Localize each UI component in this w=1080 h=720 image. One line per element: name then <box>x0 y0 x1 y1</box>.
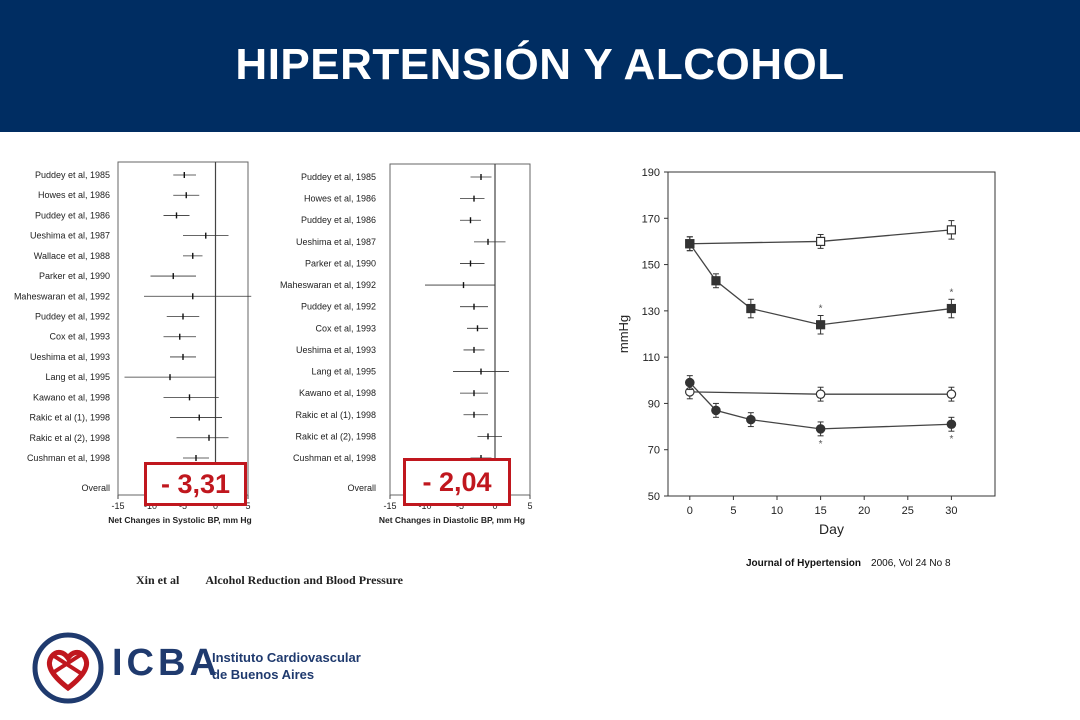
data-point-open-square <box>816 236 826 247</box>
data-point-filled-square <box>946 303 956 314</box>
data-point-filled-circle <box>946 419 957 430</box>
systolic-x-axis-label: Net Changes in Systolic BP, mm Hg <box>108 515 251 525</box>
systolic-study-label: Howes et al, 1986 <box>38 190 110 200</box>
systolic-study-label: Rakic et al (1), 1998 <box>29 413 110 423</box>
y-tick-label: 50 <box>648 491 660 503</box>
data-point-open-circle <box>946 389 957 399</box>
data-point-filled-square <box>711 276 721 286</box>
diastolic-study-label: Kawano et al, 1998 <box>299 388 376 398</box>
caption-journal-issue: 2006, Vol 24 No 8 <box>871 558 951 569</box>
x-tick-label: 5 <box>730 505 736 517</box>
logo-name-line2: de Buenos Aires <box>212 667 315 682</box>
systolic-study-label: Puddey et al, 1986 <box>35 210 110 220</box>
systolic-study-label: Rakic et al (2), 1998 <box>29 433 110 443</box>
slide-title: HIPERTENSIÓN Y ALCOHOL <box>235 40 845 89</box>
systolic-study-label: Kawano et al, 1998 <box>33 392 110 402</box>
icba-heart-logo-icon <box>32 632 104 704</box>
diastolic-x-axis-label: Net Changes in Diastolic BP, mm Hg <box>379 515 525 525</box>
diastolic-x-tick-label: 5 <box>527 501 532 511</box>
diastolic-x-tick-label: -15 <box>383 501 396 511</box>
diastolic-study-label: Ueshima et al, 1993 <box>296 345 376 355</box>
diastolic-study-label: Cushman et al, 1998 <box>293 453 376 463</box>
diastolic-study-label: Parker et al, 1990 <box>305 258 376 268</box>
logo-name-line1: Instituto Cardiovascular <box>212 650 361 665</box>
y-tick-label: 190 <box>642 167 660 179</box>
data-point-open-square <box>946 225 956 235</box>
systolic-study-label: Lang et al, 1995 <box>45 372 110 382</box>
bp-over-days-chart: 50 70 90 110 130 150 170 190 0 5 10 15 20 25 30 Day mmHg… <box>616 167 996 537</box>
diastolic-x-tick-label: 0 <box>492 501 497 511</box>
systolic-overall-callout: - 3,31 <box>144 462 247 506</box>
systolic-x-tick-label: -10 <box>144 501 157 511</box>
systolic-study-label: Puddey et al, 1985 <box>35 170 110 180</box>
systolic-study-label: Maheswaran et al, 1992 <box>14 291 110 301</box>
data-point-filled-circle <box>815 424 826 434</box>
slide-header: HIPERTENSIÓN Y ALCOHOL <box>0 0 1080 132</box>
data-point-filled-square <box>685 239 695 249</box>
x-tick-label: 0 <box>687 505 693 517</box>
x-tick-label: 15 <box>814 505 826 517</box>
y-tick-label: 70 <box>648 445 660 457</box>
y-tick-label: 110 <box>642 352 660 364</box>
line-chart-frame <box>667 171 996 497</box>
diastolic-study-label: Rakic et al (2), 1998 <box>295 431 376 441</box>
significance-asterisk: * <box>819 303 823 314</box>
x-axis-label: Day <box>819 521 844 537</box>
diastolic-x-tick-label: -5 <box>456 501 464 511</box>
diastolic-overall-label: Overall <box>347 483 376 493</box>
logo-abbreviation: ICBA <box>112 642 221 684</box>
source-caption-journal: Journal of Hypertension 2006, Vol 24 No 8 <box>746 558 951 569</box>
source-caption-xin: Xin et al Alcohol Reduction and Blood Pre… <box>136 573 403 588</box>
diastolic-study-label: Ueshima et al, 1987 <box>296 237 376 247</box>
data-point-filled-square <box>816 320 826 330</box>
significance-asterisk: * <box>819 439 823 450</box>
systolic-study-label: Ueshima et al, 1993 <box>30 352 110 362</box>
diastolic-study-label: Puddey et al, 1992 <box>301 302 376 312</box>
caption-journal-name: Journal of Hypertension <box>746 558 862 569</box>
y-tick-label: 90 <box>648 398 660 410</box>
caption-author: Xin et al <box>136 573 180 587</box>
y-axis-label: mmHg <box>616 315 631 353</box>
systolic-study-label: Parker et al, 1990 <box>39 271 110 281</box>
data-point-open-circle <box>815 389 826 399</box>
diastolic-plot-frame <box>389 163 531 496</box>
diastolic-study-label: Cox et al, 1993 <box>315 323 376 333</box>
diastolic-overall-callout: - 2,04 <box>403 458 511 506</box>
systolic-x-tick-label: -15 <box>111 501 124 511</box>
y-tick-label: 130 <box>642 306 660 318</box>
caption-article-title: Alcohol Reduction and Blood Pressure <box>205 573 403 587</box>
data-point-filled-circle <box>685 377 695 388</box>
data-point-filled-circle <box>711 405 721 416</box>
x-tick-label: 10 <box>771 505 783 517</box>
systolic-x-tick-label: 0 <box>213 501 218 511</box>
data-point-filled-square <box>746 303 756 314</box>
systolic-x-tick-label: 5 <box>245 501 250 511</box>
systolic-study-label: Cushman et al, 1998 <box>27 453 110 463</box>
x-tick-label: 30 <box>945 505 957 517</box>
diastolic-study-label: Howes et al, 1986 <box>304 194 376 204</box>
systolic-study-label: Ueshima et al, 1987 <box>30 231 110 241</box>
diastolic-study-label: Puddey et al, 1985 <box>301 172 376 182</box>
systolic-plot-frame <box>117 161 249 496</box>
significance-asterisk: * <box>949 287 953 298</box>
diastolic-study-label: Lang et al, 1995 <box>311 367 376 377</box>
systolic-overall-label: Overall <box>81 483 110 493</box>
systolic-x-tick-label: -5 <box>179 501 187 511</box>
forest-plot-diastolic: Puddey et al, 1985 Howes et al, 1986 Pudde… <box>280 163 533 525</box>
systolic-study-label: Cox et al, 1993 <box>49 332 110 342</box>
diastolic-study-label: Rakic et al (1), 1998 <box>295 410 376 420</box>
y-tick-label: 150 <box>642 260 660 272</box>
x-tick-label: 20 <box>858 505 870 517</box>
systolic-study-label: Wallace et al, 1988 <box>34 251 110 261</box>
systolic-study-label: Puddey et al, 1992 <box>35 312 110 322</box>
diastolic-x-tick-label: -10 <box>418 501 431 511</box>
y-tick-label: 170 <box>642 213 660 225</box>
x-tick-label: 25 <box>902 505 914 517</box>
data-point-filled-circle <box>746 414 756 425</box>
significance-asterisk: * <box>949 434 953 445</box>
diastolic-study-label: Puddey et al, 1986 <box>301 215 376 225</box>
diastolic-study-label: Maheswaran et al, 1992 <box>280 280 376 290</box>
